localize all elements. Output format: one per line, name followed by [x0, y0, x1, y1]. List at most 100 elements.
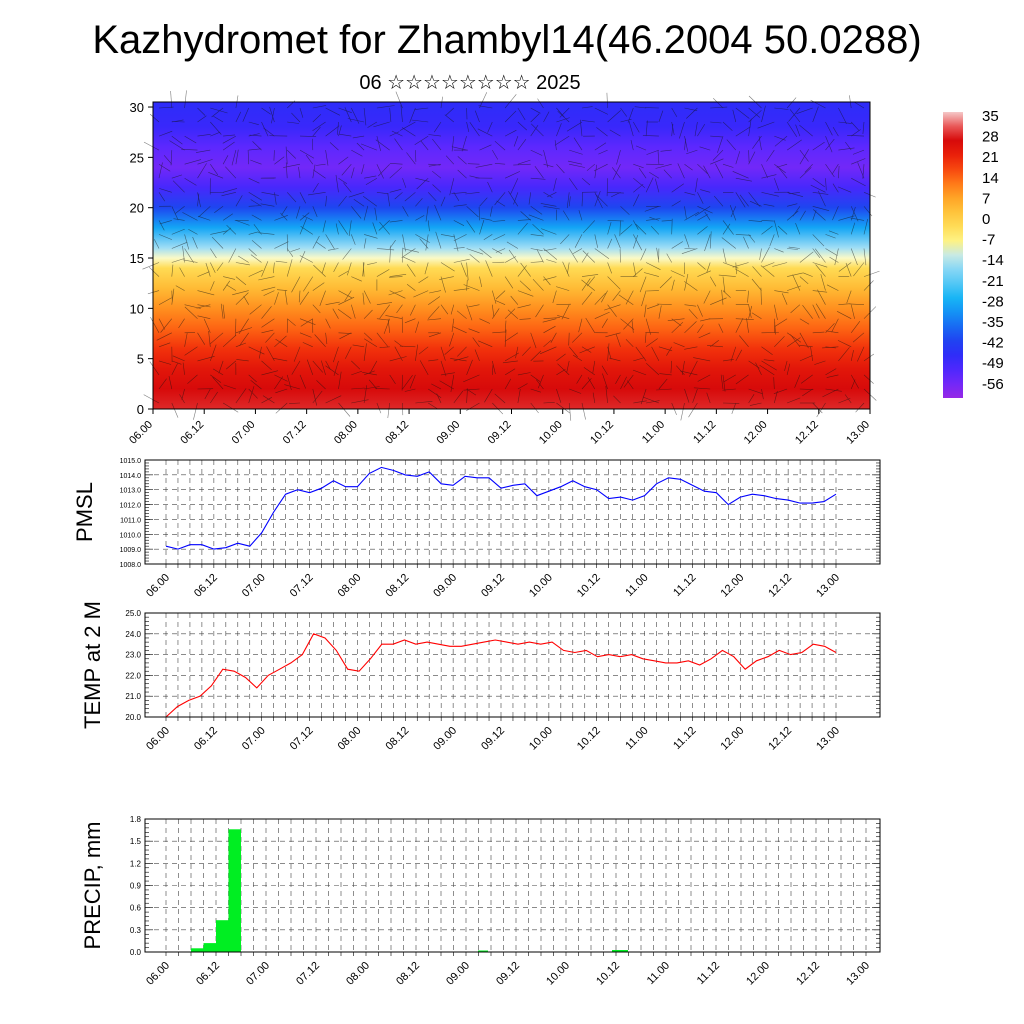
y-tick-label: 1008.0: [120, 562, 142, 569]
x-tick-label: 06.12: [192, 572, 220, 600]
bar: [612, 950, 628, 952]
x-tick-label: 07.12: [288, 725, 316, 753]
y-tick-label: 1013.0: [120, 488, 142, 495]
y-tick-label: 10: [130, 301, 144, 316]
colorbar-label: -28: [982, 293, 1004, 310]
x-tick-label: 11.12: [671, 725, 698, 752]
x-tick-label: 11.12: [691, 419, 718, 446]
colorbar-label: 14: [982, 170, 999, 187]
x-tick-label: 10.00: [544, 960, 572, 988]
bar: [478, 950, 488, 952]
y-axis-title: PMSL: [72, 482, 97, 542]
y-tick-label: 1010.0: [120, 532, 142, 539]
y-tick-label: 24.0: [125, 630, 141, 639]
x-tick-label: 13.00: [814, 725, 842, 753]
x-tick-label: 06.12: [194, 960, 222, 988]
x-tick-label: 08.00: [336, 572, 364, 600]
colorbar-label: -21: [982, 273, 1004, 290]
colorbar-label: 35: [982, 108, 999, 125]
x-tick-label: 07.00: [240, 725, 268, 753]
x-tick-label: 11.12: [695, 960, 722, 987]
y-tick-label: 0.3: [130, 926, 142, 935]
x-tick-label: 09.00: [444, 960, 472, 988]
x-tick-label: 08.12: [383, 725, 411, 753]
y-tick-label: 15: [130, 251, 144, 266]
bar: [191, 948, 204, 952]
x-tick-label: 13.00: [844, 419, 872, 447]
colorbar-label: -14: [982, 252, 1004, 269]
series-line: [165, 466, 837, 550]
x-tick-label: 10.12: [575, 572, 603, 600]
panel-frame: [144, 612, 881, 718]
y-tick-label: 1015.0: [120, 458, 142, 465]
x-tick-label: 09.00: [434, 419, 462, 447]
grid: [145, 818, 880, 953]
y-tick-label: 1.2: [130, 859, 142, 868]
x-tick-label: 12.00: [744, 960, 772, 988]
y-tick-label: 5: [137, 352, 144, 367]
x-tick-label: 07.00: [244, 960, 272, 988]
x-tick-label: 09.12: [494, 960, 522, 988]
x-tick-label: 08.12: [383, 419, 411, 447]
x-tick-label: 08.00: [332, 419, 360, 447]
x-tick-label: 06.00: [127, 419, 155, 447]
x-tick-label: 09.12: [479, 572, 507, 600]
colorbar-label: -42: [982, 335, 1004, 352]
colorbar-label: 0: [982, 211, 990, 228]
y-tick-label: 1.8: [130, 815, 142, 824]
y-tick-label: 0.9: [130, 882, 142, 891]
y-tick-label: 1012.0: [120, 503, 142, 510]
x-tick-label: 10.12: [575, 725, 603, 753]
x-tick-label: 08.00: [336, 725, 364, 753]
y-tick-label: 21.0: [125, 692, 141, 701]
y-tick-label: 30: [130, 100, 144, 115]
grid: [145, 459, 880, 565]
x-tick-label: 09.12: [486, 419, 514, 447]
y-tick-label: 1014.0: [120, 473, 142, 480]
bar: [228, 829, 241, 952]
page-subtitle: 06 ☆☆☆☆☆☆☆☆ 2025: [359, 72, 581, 94]
wind-barbs: [142, 90, 880, 421]
x-tick-label: 09.12: [479, 725, 507, 753]
section-heatmap: [153, 102, 870, 409]
x-tick-label: 08.12: [383, 572, 411, 600]
x-tick-label: 12.12: [793, 419, 821, 447]
x-tick-label: 06.00: [144, 725, 172, 753]
y-axis-title: PRECIP, mm: [80, 822, 105, 950]
grid: [145, 612, 880, 718]
x-tick-label: 06.12: [192, 725, 220, 753]
y-tick-label: 22.0: [125, 671, 141, 680]
page-title: Kazhydromet for Zhambyl14(46.2004 50.028…: [92, 18, 922, 62]
x-tick-label: 07.12: [288, 572, 316, 600]
bar: [203, 943, 216, 952]
colorbar-label: 28: [982, 129, 999, 146]
x-tick-label: 10.12: [594, 960, 622, 988]
colorbar-label: 21: [982, 149, 999, 166]
x-tick-label: 12.00: [718, 725, 746, 753]
x-tick-label: 11.00: [645, 960, 672, 987]
y-tick-label: 20.0: [125, 713, 141, 722]
x-tick-label: 09.00: [431, 572, 459, 600]
y-tick-label: 25.0: [125, 609, 141, 618]
colorbar-label: -49: [982, 355, 1004, 372]
y-tick-label: 0.0: [130, 948, 142, 957]
y-tick-label: 23.0: [125, 651, 141, 660]
y-tick-label: 20: [130, 201, 144, 216]
x-tick-label: 10.12: [588, 419, 616, 447]
y-tick-label: 1011.0: [120, 517, 141, 524]
y-axis-title: TEMP at 2 M: [80, 601, 105, 729]
x-tick-label: 06.00: [144, 572, 172, 600]
x-tick-label: 07.00: [230, 419, 258, 447]
x-tick-label: 07.00: [240, 572, 268, 600]
x-tick-label: 06.12: [178, 419, 206, 447]
x-tick-label: 11.12: [671, 572, 698, 599]
series-line: [165, 633, 837, 718]
y-tick-label: 0: [137, 402, 144, 417]
x-tick-label: 10.00: [527, 572, 555, 600]
y-tick-label: 1009.0: [120, 547, 142, 554]
x-tick-label: 13.00: [814, 572, 842, 600]
colorbar-label: -7: [982, 232, 995, 249]
x-tick-label: 09.00: [431, 725, 459, 753]
bar: [216, 920, 229, 952]
